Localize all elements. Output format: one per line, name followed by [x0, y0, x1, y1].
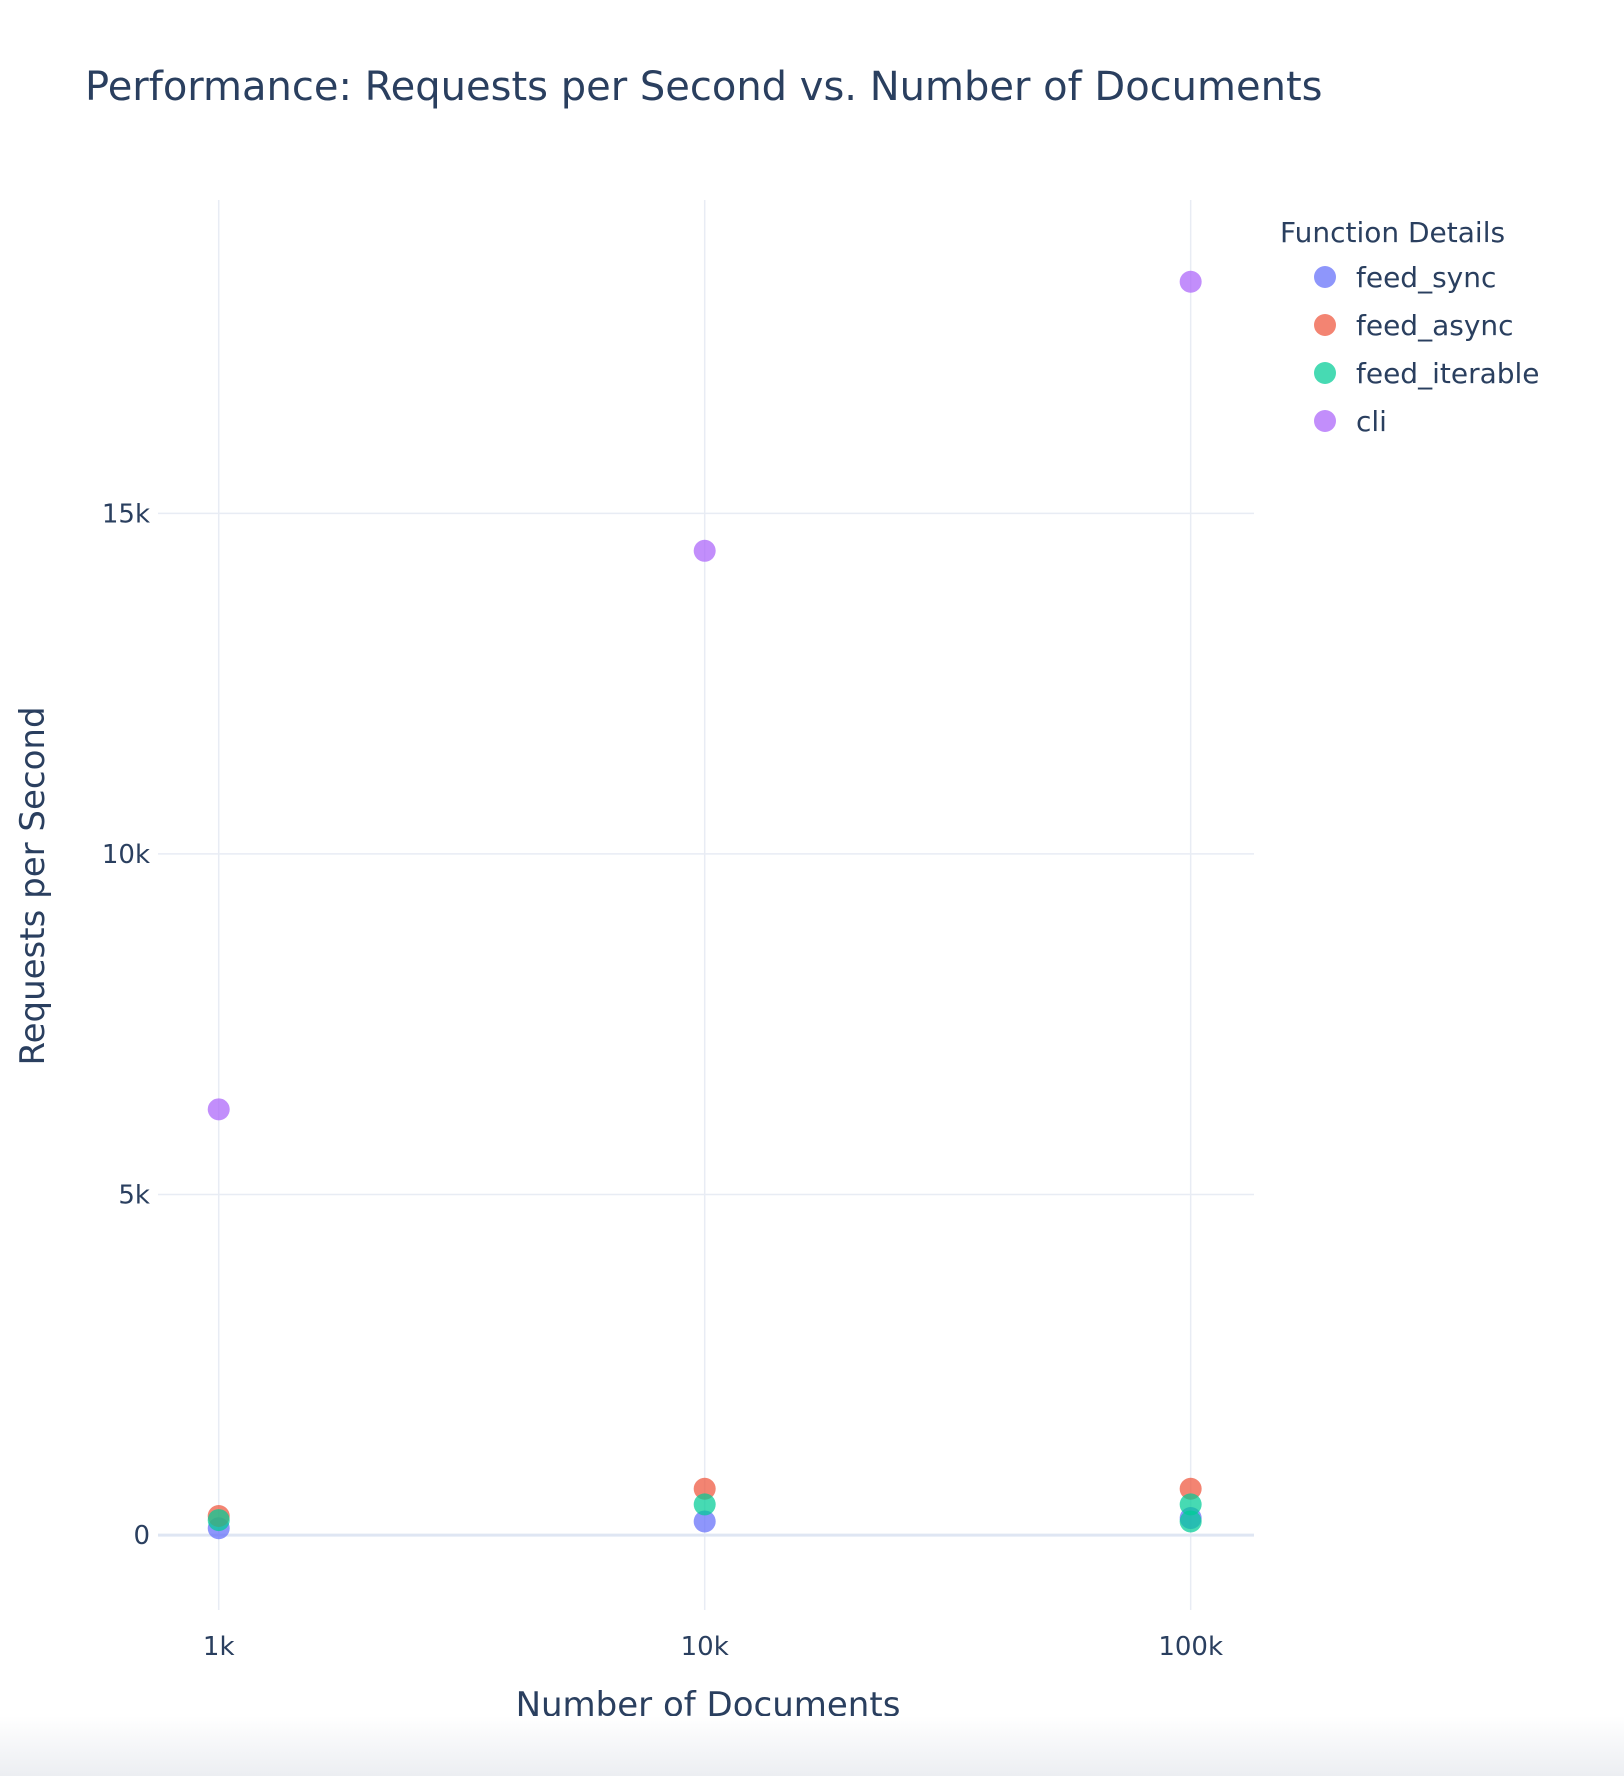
x-tick-label: 1k [203, 1632, 235, 1662]
legend-marker [1314, 266, 1336, 288]
data-point[interactable] [1179, 1493, 1202, 1516]
legend-item-feed_sync[interactable]: feed_sync [1314, 261, 1496, 294]
chart-title: Performance: Requests per Second vs. Num… [85, 64, 1322, 110]
legend-item-cli[interactable]: cli [1314, 405, 1387, 438]
legend-marker [1314, 410, 1336, 432]
x-tick-label: 100k [1158, 1632, 1223, 1662]
series-cli [207, 270, 1202, 1121]
tick-labels: 1k 10k 100k 0 5k 10k 15k [102, 499, 1223, 1662]
data-point[interactable] [1179, 270, 1202, 293]
y-tick-label: 15k [102, 499, 150, 529]
legend-marker [1314, 362, 1336, 384]
data-point[interactable] [1179, 1510, 1202, 1533]
data-point[interactable] [693, 1493, 716, 1516]
legend-title: Function Details [1280, 216, 1505, 249]
data-point[interactable] [693, 1510, 716, 1533]
series-feed_iterable [207, 1493, 1202, 1533]
data-points [207, 270, 1202, 1540]
legend-marker [1314, 314, 1336, 336]
legend-label: feed_iterable [1356, 357, 1540, 390]
data-point[interactable] [207, 1098, 230, 1121]
y-axis-title: Requests per Second [13, 706, 53, 1065]
legend-label: cli [1356, 405, 1387, 438]
y-tick-label: 0 [133, 1521, 150, 1551]
grid [158, 200, 1254, 1610]
data-point[interactable] [693, 1477, 716, 1500]
x-tick-label: 10k [681, 1632, 729, 1662]
y-tick-label: 5k [118, 1180, 150, 1210]
data-point[interactable] [207, 1509, 230, 1532]
data-point[interactable] [1179, 1477, 1202, 1500]
data-point[interactable] [693, 539, 716, 562]
legend-item-feed_iterable[interactable]: feed_iterable [1314, 357, 1540, 390]
legend-item-feed_async[interactable]: feed_async [1314, 309, 1514, 342]
legend-label: feed_sync [1356, 261, 1496, 294]
bottom-fade [0, 1716, 1624, 1776]
y-tick-label: 10k [102, 840, 150, 870]
legend: Function Details feed_syncfeed_asyncfeed… [1280, 216, 1540, 438]
legend-label: feed_async [1356, 309, 1514, 342]
